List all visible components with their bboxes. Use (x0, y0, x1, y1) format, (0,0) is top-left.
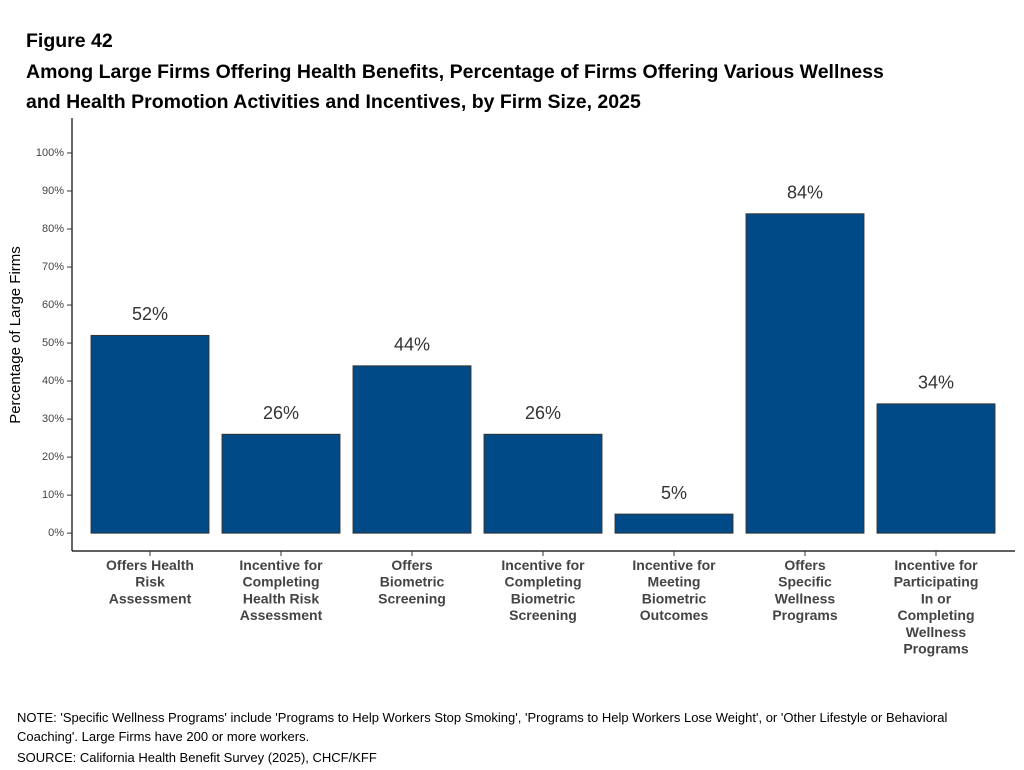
note: NOTE: 'Specific Wellness Programs' inclu… (17, 710, 948, 744)
y-tick-label: 20% (42, 451, 64, 463)
x-tick-label-line: Programs (903, 640, 969, 656)
x-tick-label-line: Incentive for (239, 557, 323, 573)
x-tick-label: Offers Specific Wellness Programs (772, 557, 838, 623)
x-tick-label-line: Screening (378, 590, 446, 606)
x-tick-label-line: Offers Health (106, 557, 194, 573)
chart: Figure 42 Among Large Firms Offering Hea… (7, 30, 1015, 657)
value-label: 26% (525, 403, 561, 423)
x-tick-label: Offers Biometric Screening (378, 557, 446, 606)
value-label: 34% (918, 373, 954, 393)
x-tick-label-line: In or (921, 590, 952, 606)
bar (352, 365, 472, 534)
x-tick-label-line: Specific (778, 573, 832, 589)
value-label: 26% (263, 403, 299, 423)
bar (221, 433, 341, 534)
x-tick-label-line: Health Risk (243, 590, 319, 606)
y-tick-label: 40% (42, 375, 64, 387)
x-tick-label-line: Assessment (109, 590, 192, 606)
x-tick-label-line: Offers (391, 557, 432, 573)
y-tick-label: 70% (42, 261, 64, 273)
x-tick-label-line: Biometric (380, 573, 445, 589)
y-tick-label: 60% (42, 299, 64, 311)
bar (745, 213, 865, 534)
x-tick-label: Incentive for Meeting Biometric Outcomes (632, 557, 716, 623)
x-tick-label-line: Screening (509, 607, 577, 623)
x-tick-label-line: Assessment (240, 607, 323, 623)
y-tick-label: 50% (42, 337, 64, 349)
x-tick-label-line: Programs (772, 607, 838, 623)
x-tick-label-line: Incentive for (632, 557, 716, 573)
x-tick-label-line: Wellness (775, 590, 836, 606)
y-tick-label: 10% (42, 489, 64, 501)
bar (90, 334, 210, 534)
x-tick-label: Incentive for Participating In or Completin… (894, 557, 979, 657)
x-tick-label-line: Incentive for (501, 557, 585, 573)
bar (614, 513, 734, 534)
value-label: 5% (661, 483, 687, 503)
value-label: 52% (132, 304, 168, 324)
y-tick-label: 30% (42, 413, 64, 425)
y-axis-label: Percentage of Large Firms (7, 246, 24, 424)
bar (876, 403, 996, 534)
value-label: 44% (394, 335, 430, 355)
figure-label: Figure 42 (26, 30, 113, 52)
x-tick-label-line: Participating (894, 573, 979, 589)
x-tick-label-line: Meeting (648, 573, 701, 589)
x-tick-label-line: Biometric (642, 590, 707, 606)
y-tick-label: 90% (42, 185, 64, 197)
bar (483, 433, 603, 534)
chart-title: Among Large Firms Offering Health Benefi… (26, 61, 884, 83)
value-label: 84% (787, 183, 823, 203)
y-tick-label: 80% (42, 223, 64, 235)
x-tick-label-line: Incentive for (894, 557, 978, 573)
x-tick-label: Incentive for Completing Health Risk Assess… (239, 557, 323, 623)
y-tick-label: 100% (36, 147, 64, 159)
x-tick-label: Incentive for Completing Biometric Screenin… (501, 557, 585, 623)
x-tick-label-line: Wellness (906, 624, 967, 640)
x-tick-label: Offers Health Risk Assessment (106, 557, 194, 606)
source: SOURCE: California Health Benefit Survey… (17, 750, 377, 765)
x-tick-label-line: Outcomes (640, 607, 709, 623)
x-tick-label-line: Completing (243, 573, 320, 589)
x-tick-label-line: Biometric (511, 590, 576, 606)
x-tick-label-line: Completing (898, 607, 975, 623)
x-tick-label-line: Completing (505, 573, 582, 589)
chart-title: and Health Promotion Activities and Ince… (26, 91, 641, 113)
x-tick-label-line: Offers (784, 557, 825, 573)
x-tick-label-line: Risk (135, 573, 165, 589)
y-tick-label: 0% (48, 527, 64, 539)
